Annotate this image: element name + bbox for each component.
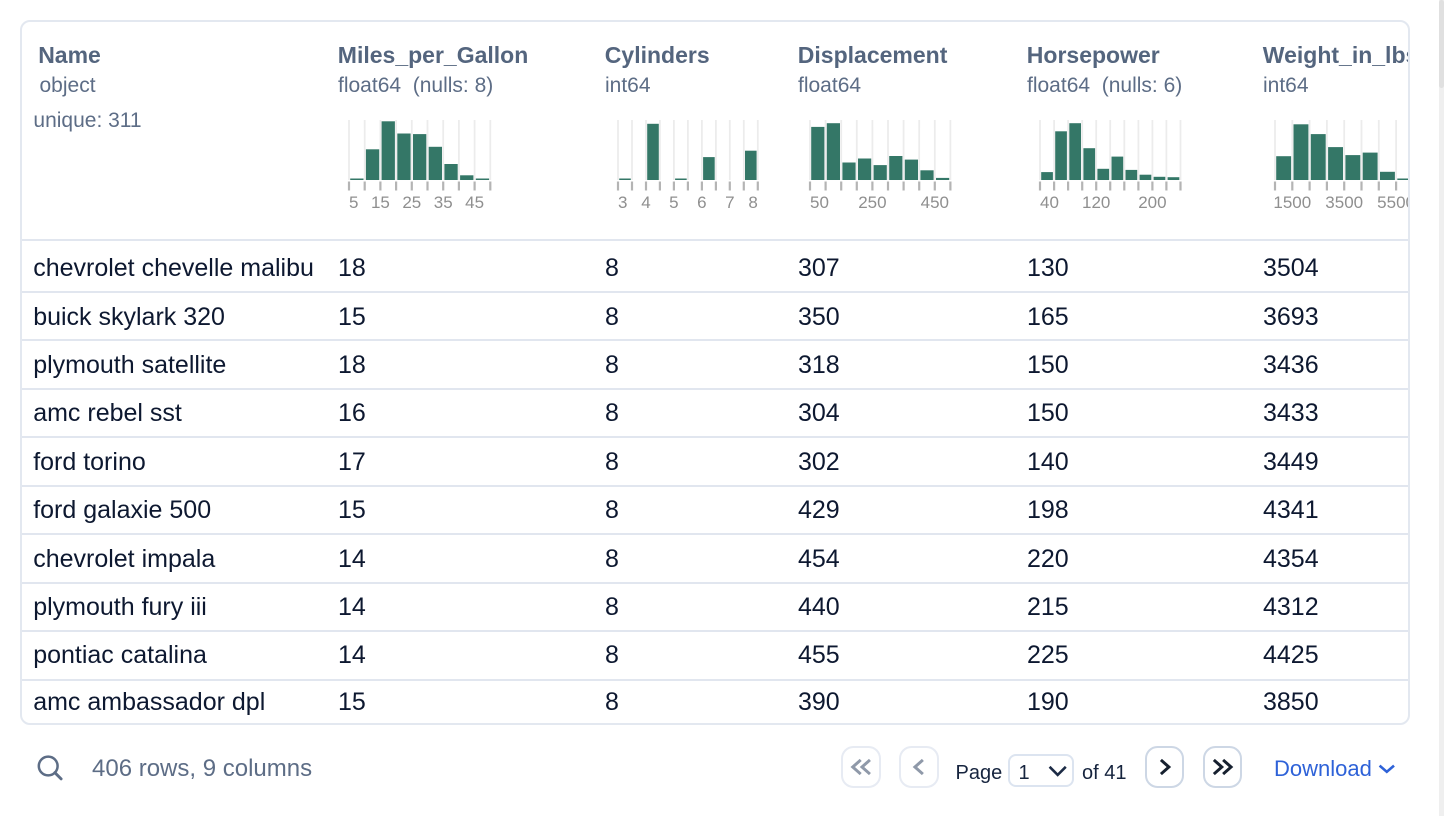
svg-text:5: 5 xyxy=(349,193,358,212)
svg-text:3500: 3500 xyxy=(1325,193,1363,212)
svg-text:6: 6 xyxy=(697,193,706,212)
svg-text:25: 25 xyxy=(402,193,421,212)
svg-text:7: 7 xyxy=(725,193,734,212)
svg-text:120: 120 xyxy=(1082,193,1110,212)
svg-text:3: 3 xyxy=(618,193,627,212)
svg-text:250: 250 xyxy=(858,193,886,212)
svg-text:35: 35 xyxy=(434,193,453,212)
svg-text:50: 50 xyxy=(810,193,829,212)
svg-text:5500: 5500 xyxy=(1377,193,1410,212)
svg-text:5: 5 xyxy=(669,193,678,212)
svg-text:45: 45 xyxy=(465,193,484,212)
svg-text:450: 450 xyxy=(921,193,949,212)
svg-text:1500: 1500 xyxy=(1273,193,1311,212)
svg-text:200: 200 xyxy=(1138,193,1166,212)
svg-text:8: 8 xyxy=(748,193,757,212)
svg-text:15: 15 xyxy=(371,193,390,212)
svg-text:4: 4 xyxy=(641,193,650,212)
svg-text:40: 40 xyxy=(1040,193,1059,212)
